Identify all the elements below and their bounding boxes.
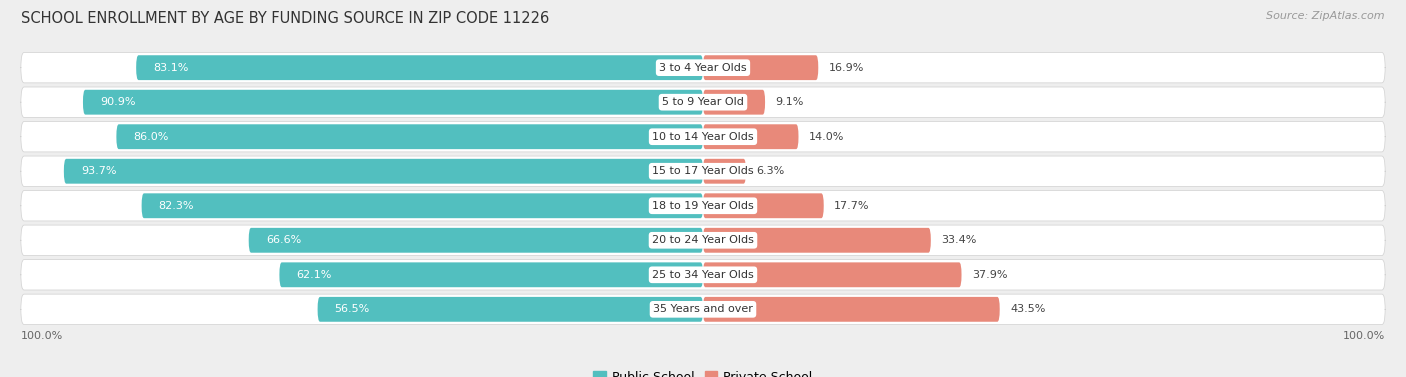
FancyBboxPatch shape: [703, 193, 824, 218]
Text: 62.1%: 62.1%: [297, 270, 332, 280]
Text: 5 to 9 Year Old: 5 to 9 Year Old: [662, 97, 744, 107]
Text: 18 to 19 Year Olds: 18 to 19 Year Olds: [652, 201, 754, 211]
FancyBboxPatch shape: [21, 87, 1385, 117]
Text: 25 to 34 Year Olds: 25 to 34 Year Olds: [652, 270, 754, 280]
Text: 9.1%: 9.1%: [775, 97, 804, 107]
FancyBboxPatch shape: [21, 225, 1385, 256]
FancyBboxPatch shape: [703, 90, 765, 115]
Text: 10 to 14 Year Olds: 10 to 14 Year Olds: [652, 132, 754, 142]
FancyBboxPatch shape: [249, 228, 703, 253]
FancyBboxPatch shape: [142, 193, 703, 218]
Text: Source: ZipAtlas.com: Source: ZipAtlas.com: [1267, 11, 1385, 21]
FancyBboxPatch shape: [136, 55, 703, 80]
Text: 90.9%: 90.9%: [100, 97, 135, 107]
Text: 17.7%: 17.7%: [834, 201, 869, 211]
FancyBboxPatch shape: [21, 121, 1385, 152]
Text: 33.4%: 33.4%: [941, 235, 976, 245]
Text: 56.5%: 56.5%: [335, 304, 370, 314]
FancyBboxPatch shape: [703, 55, 818, 80]
FancyBboxPatch shape: [703, 159, 747, 184]
FancyBboxPatch shape: [318, 297, 703, 322]
FancyBboxPatch shape: [703, 228, 931, 253]
Text: 14.0%: 14.0%: [808, 132, 844, 142]
Text: 86.0%: 86.0%: [134, 132, 169, 142]
Text: 6.3%: 6.3%: [756, 166, 785, 176]
FancyBboxPatch shape: [703, 297, 1000, 322]
Text: 35 Years and over: 35 Years and over: [652, 304, 754, 314]
Text: 66.6%: 66.6%: [266, 235, 301, 245]
Text: 43.5%: 43.5%: [1010, 304, 1045, 314]
FancyBboxPatch shape: [21, 260, 1385, 290]
Text: 100.0%: 100.0%: [1343, 331, 1385, 341]
Text: 83.1%: 83.1%: [153, 63, 188, 73]
Text: 37.9%: 37.9%: [972, 270, 1007, 280]
Legend: Public School, Private School: Public School, Private School: [588, 366, 818, 377]
FancyBboxPatch shape: [21, 52, 1385, 83]
FancyBboxPatch shape: [63, 159, 703, 184]
Text: 93.7%: 93.7%: [82, 166, 117, 176]
FancyBboxPatch shape: [703, 124, 799, 149]
Text: SCHOOL ENROLLMENT BY AGE BY FUNDING SOURCE IN ZIP CODE 11226: SCHOOL ENROLLMENT BY AGE BY FUNDING SOUR…: [21, 11, 550, 26]
Text: 16.9%: 16.9%: [828, 63, 863, 73]
Text: 3 to 4 Year Olds: 3 to 4 Year Olds: [659, 63, 747, 73]
Text: 100.0%: 100.0%: [21, 331, 63, 341]
FancyBboxPatch shape: [21, 156, 1385, 187]
FancyBboxPatch shape: [703, 262, 962, 287]
Text: 20 to 24 Year Olds: 20 to 24 Year Olds: [652, 235, 754, 245]
FancyBboxPatch shape: [83, 90, 703, 115]
FancyBboxPatch shape: [21, 190, 1385, 221]
Text: 15 to 17 Year Olds: 15 to 17 Year Olds: [652, 166, 754, 176]
FancyBboxPatch shape: [21, 294, 1385, 325]
FancyBboxPatch shape: [280, 262, 703, 287]
Text: 82.3%: 82.3%: [159, 201, 194, 211]
FancyBboxPatch shape: [117, 124, 703, 149]
